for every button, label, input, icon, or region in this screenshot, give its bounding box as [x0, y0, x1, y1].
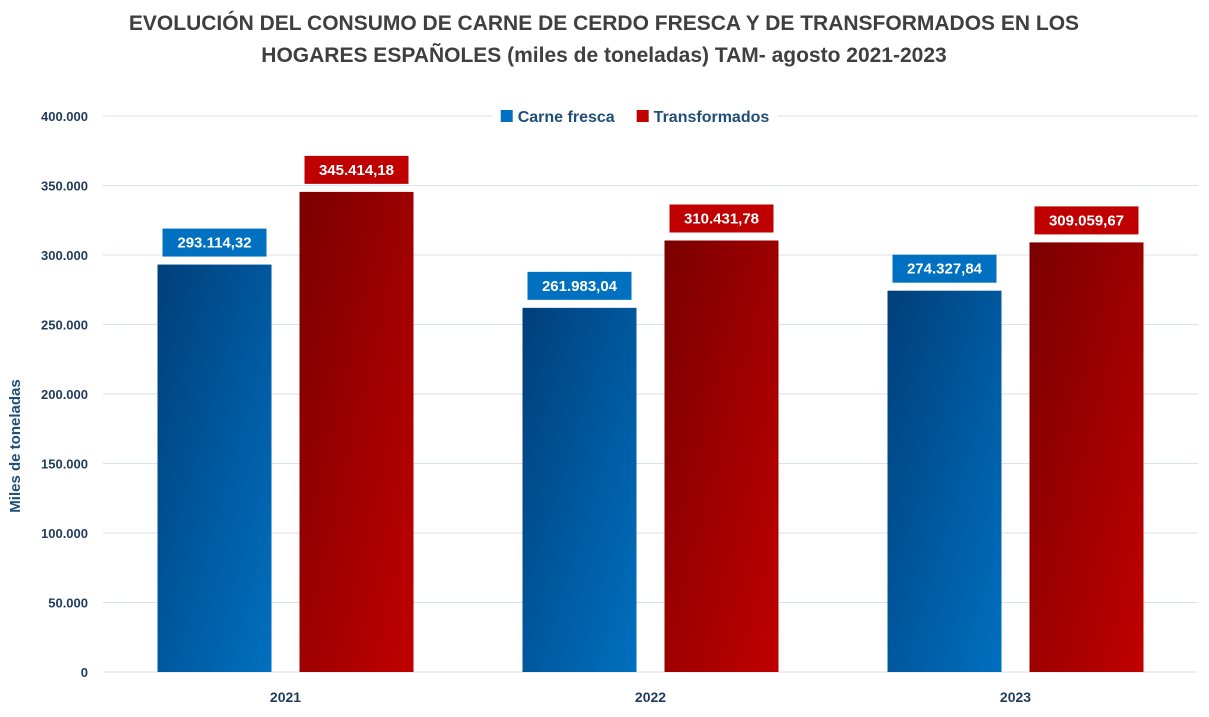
bar-transformados-2022: [664, 240, 779, 673]
data-label: 293.114,32: [177, 235, 251, 252]
bars: [157, 191, 1144, 673]
data-label-box: [669, 204, 774, 233]
data-label-box: [162, 228, 267, 257]
y-tick-label: 400.000: [41, 109, 88, 124]
legend-swatch-carne-fresca: [500, 110, 513, 122]
legend: Carne fresca Transformados: [492, 104, 778, 128]
x-category-label: 2023: [1000, 689, 1031, 705]
data-label: 310.431,78: [684, 210, 759, 227]
y-axis-ticks: 0 50.000 100.000 150.000 200.000 250.000 300.0…: [41, 109, 88, 680]
legend-label-carne-fresca: Carne fresca: [518, 109, 615, 126]
chart-title-line-1: EVOLUCIÓN DEL CONSUMO DE CARNE DE CERDO …: [129, 11, 1079, 35]
data-label: 345.414,18: [319, 162, 394, 179]
data-label: 261.983,04: [542, 278, 618, 295]
x-axis-categories: 2021 2022 2023: [270, 689, 1031, 705]
x-category-label: 2021: [270, 689, 301, 705]
bar-carne-fresca-2023: [887, 290, 1002, 672]
legend-label-transformados: Transformados: [654, 109, 770, 126]
data-label-box: [1034, 206, 1139, 235]
y-tick-label: 350.000: [41, 179, 88, 194]
data-label: 274.327,84: [907, 261, 983, 278]
bar-transformados-2021: [299, 191, 414, 673]
y-tick-label: 300.000: [41, 248, 88, 263]
x-category-label: 2022: [635, 689, 666, 705]
y-tick-label: 100.000: [41, 526, 88, 541]
y-tick-label: 250.000: [41, 318, 88, 333]
legend-swatch-transformados: [636, 110, 649, 122]
data-label-box: [892, 254, 997, 283]
data-label-box: [304, 155, 409, 184]
y-tick-label: 150.000: [41, 457, 88, 472]
legend-background: [492, 104, 778, 128]
data-label-box: [527, 271, 632, 300]
data-labels: 293.114,32 345.414,18 261.983,04 310.431,78…: [162, 155, 1139, 300]
y-tick-label: 0: [81, 665, 88, 680]
bar-carne-fresca-2022: [522, 307, 637, 672]
y-axis-label: Miles de toneladas: [7, 379, 24, 512]
bar-carne-fresca-2021: [157, 264, 272, 672]
y-tick-label: 50.000: [48, 596, 88, 611]
y-tick-label: 200.000: [41, 387, 88, 402]
chart-title-line-2: HOGARES ESPAÑOLES (miles de toneladas) T…: [261, 44, 946, 67]
data-label: 309.059,67: [1049, 212, 1124, 229]
bar-transformados-2023: [1029, 242, 1144, 673]
